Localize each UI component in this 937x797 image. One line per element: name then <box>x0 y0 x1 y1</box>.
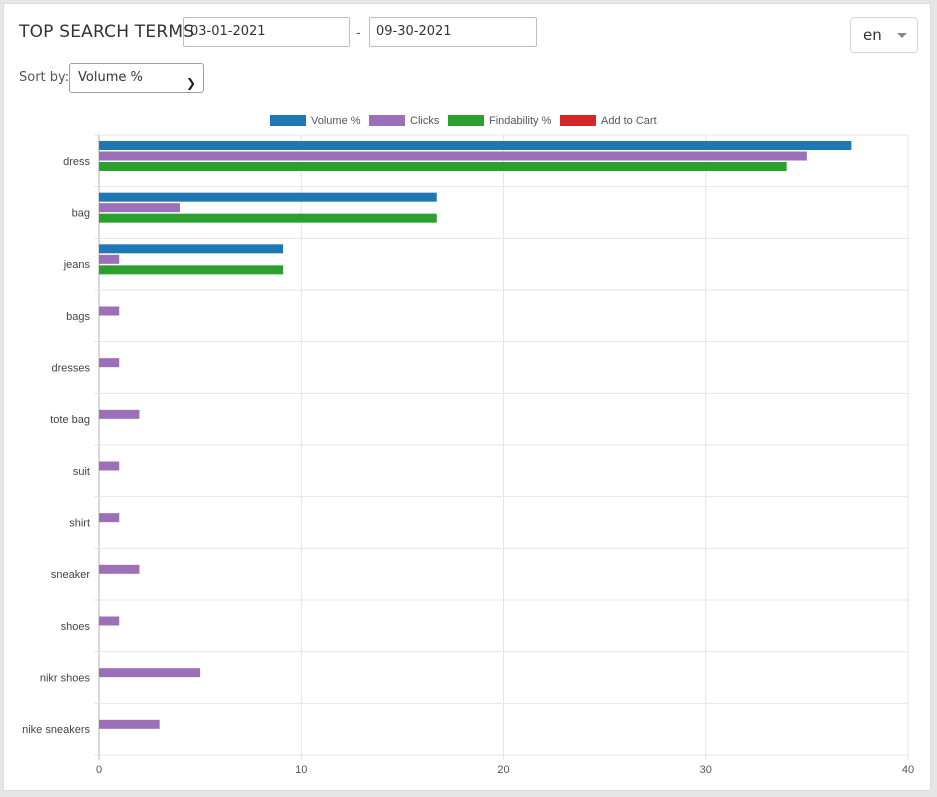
caret-down-icon <box>897 33 907 38</box>
bar <box>99 668 201 678</box>
y-tick-label: dresses <box>51 363 90 375</box>
legend-swatch <box>448 115 484 126</box>
sort-label: Sort by: <box>19 70 70 85</box>
x-tick-label: 40 <box>902 764 914 776</box>
bar <box>99 244 284 254</box>
date-from-input[interactable]: 03-01-2021 <box>183 17 350 47</box>
bar <box>99 719 160 729</box>
bar <box>99 564 140 574</box>
sort-selected-value: Volume % <box>78 70 143 85</box>
y-tick-label: sneaker <box>51 569 90 581</box>
bar <box>99 254 120 264</box>
x-tick-label: 20 <box>497 764 509 776</box>
legend-swatch <box>560 115 596 126</box>
y-tick-label: tote bag <box>50 414 90 426</box>
bar <box>99 513 120 523</box>
sort-select[interactable]: Volume % ❯ <box>69 63 204 93</box>
legend-swatch <box>270 115 306 126</box>
legend-label: Volume % <box>311 115 361 127</box>
bar <box>99 151 807 161</box>
chart-grid <box>94 134 909 760</box>
chevron-down-icon: ❯ <box>185 76 196 90</box>
bar <box>99 213 437 223</box>
y-tick-label: suit <box>73 466 90 478</box>
chart-labels: 0 10 20 30 40 dress bag jeans bags dresses tote ba… <box>22 156 914 776</box>
legend-label: Findability % <box>489 115 552 127</box>
bar <box>99 461 120 471</box>
bar <box>99 409 140 419</box>
chart-bars <box>99 141 852 729</box>
y-tick-label: jeans <box>63 259 91 271</box>
y-tick-label: shirt <box>69 518 90 530</box>
bar <box>99 141 852 150</box>
legend-label: Add to Cart <box>601 115 657 127</box>
legend-label: Clicks <box>410 115 440 127</box>
y-tick-label: nikr shoes <box>40 673 91 685</box>
x-tick-label: 0 <box>96 764 102 776</box>
bar <box>99 616 120 626</box>
legend-swatch <box>369 115 405 126</box>
report-card: TOP SEARCH TERMS 03-01-2021 - 09-30-2021… <box>3 3 931 791</box>
y-tick-label: dress <box>63 156 90 168</box>
bar <box>99 306 120 316</box>
y-tick-label: shoes <box>61 621 91 633</box>
language-select[interactable]: en <box>850 17 918 53</box>
date-to-input[interactable]: 09-30-2021 <box>369 17 537 47</box>
language-value: en <box>863 26 882 44</box>
bar <box>99 162 787 171</box>
y-tick-label: nike sneakers <box>22 724 90 736</box>
page-title: TOP SEARCH TERMS <box>19 22 195 42</box>
date-separator: - <box>356 24 361 40</box>
bar <box>99 265 284 275</box>
x-tick-label: 10 <box>295 764 307 776</box>
bar <box>99 192 437 202</box>
bar <box>99 203 180 213</box>
x-tick-label: 30 <box>700 764 712 776</box>
chart-legend: Volume % Clicks Findability % Add to Cart <box>270 115 657 127</box>
y-tick-label: bag <box>72 208 90 220</box>
bar <box>99 358 120 368</box>
y-tick-label: bags <box>66 311 90 323</box>
